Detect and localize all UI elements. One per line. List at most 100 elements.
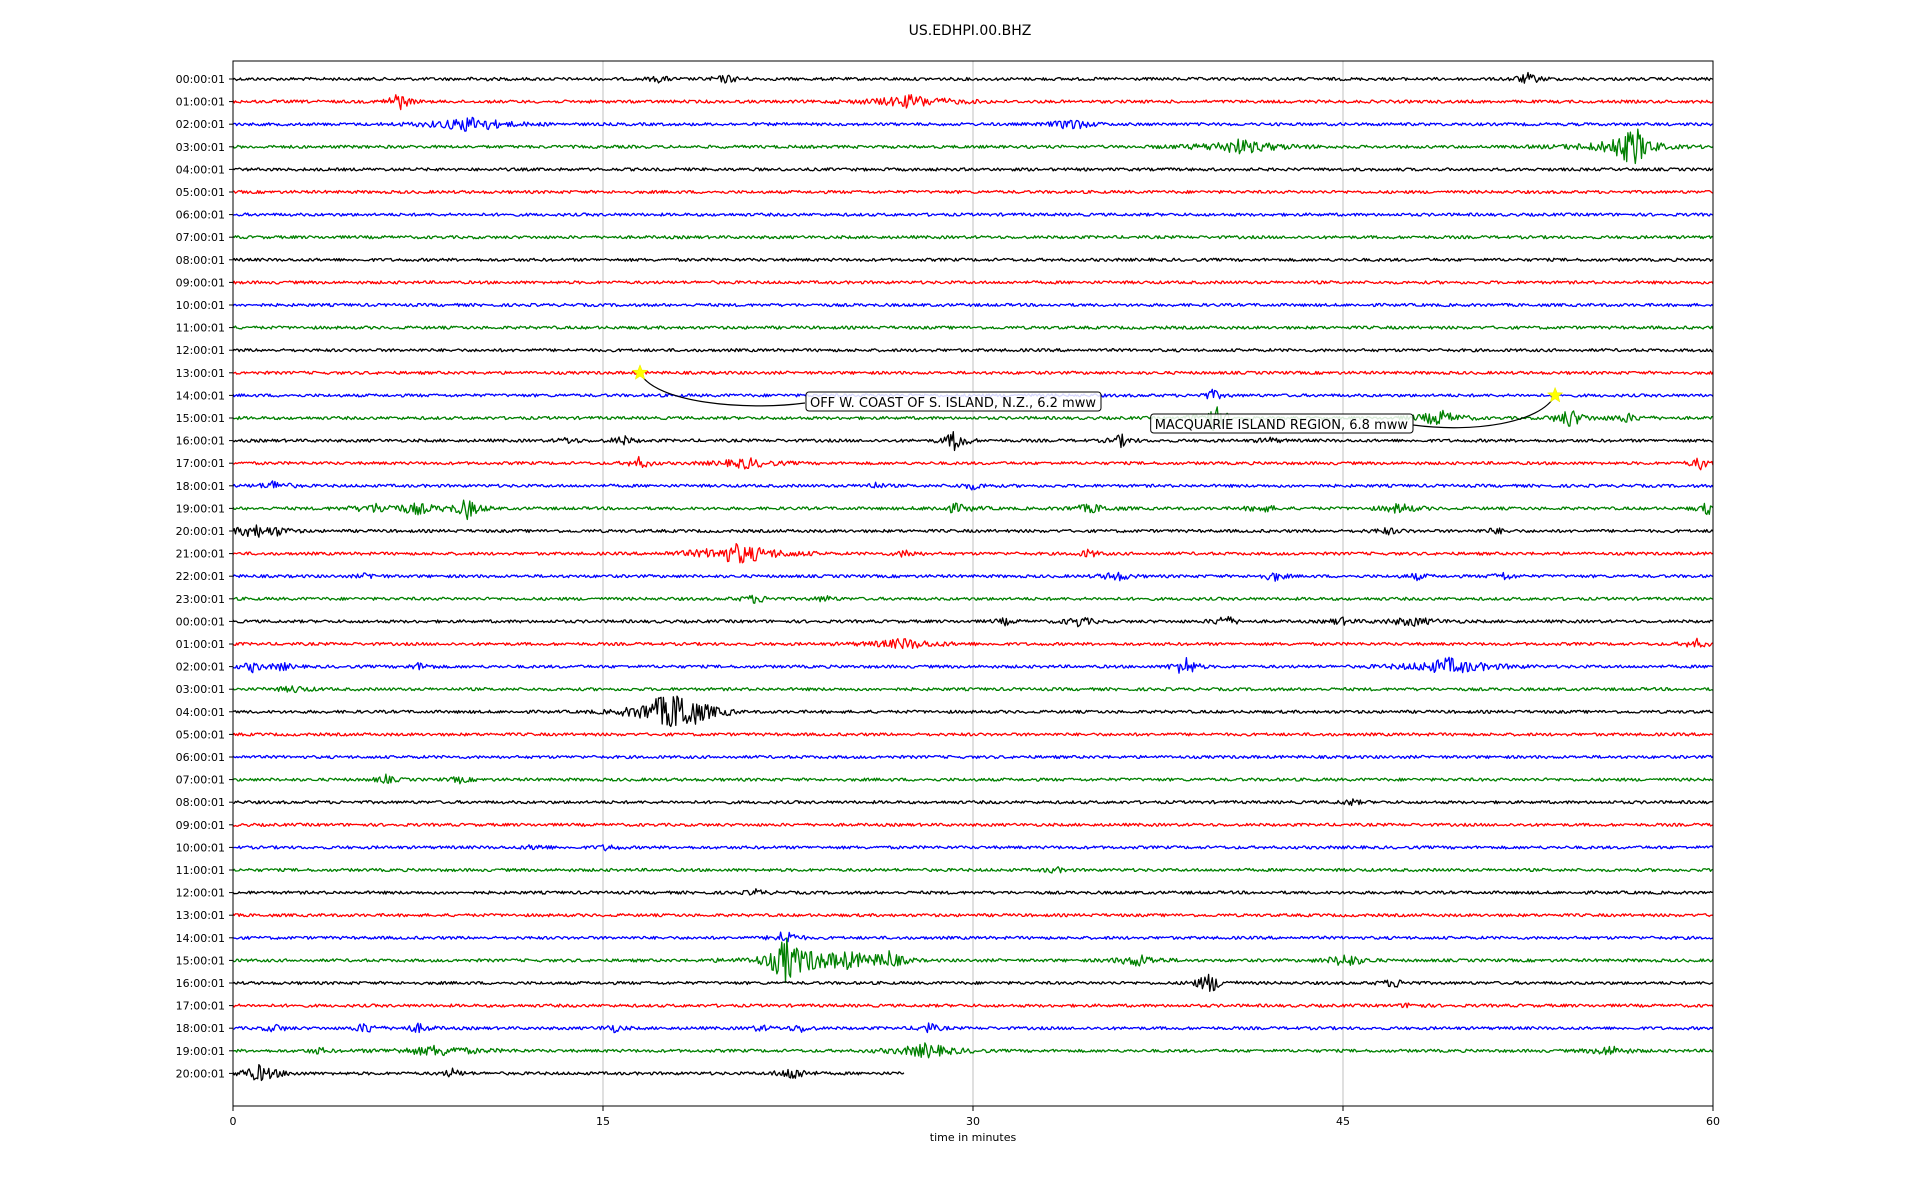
- y-tick-label-14: 14:00:01: [176, 389, 225, 402]
- y-tick-label-9: 09:00:01: [176, 276, 225, 289]
- trace-row-1: [232, 94, 1714, 111]
- trace-row-19: [232, 499, 1714, 521]
- trace-row-25: [232, 637, 1714, 650]
- trace-row-3: [232, 128, 1714, 165]
- y-tick-label-16: 16:00:01: [176, 435, 225, 448]
- y-tick-label-41: 17:00:01: [176, 1000, 225, 1013]
- trace-row-16: [232, 431, 1714, 452]
- row-time-labels: 00:00:01 01:00:01 02:00:01 03:00:01 04:00:01…: [176, 73, 233, 1080]
- y-tick-label-43: 19:00:01: [176, 1045, 225, 1058]
- y-tick-label-30: 06:00:01: [176, 751, 225, 764]
- y-tick-label-33: 09:00:01: [176, 819, 225, 832]
- trace-row-24: [232, 615, 1713, 628]
- y-tick-label-15: 15:00:01: [176, 412, 225, 425]
- grid-lines: [602, 61, 1344, 1106]
- y-tick-label-24: 00:00:01: [176, 615, 225, 628]
- y-tick-label-32: 08:00:01: [176, 796, 225, 809]
- trace-row-35: [232, 866, 1714, 874]
- trace-row-7: [232, 235, 1714, 240]
- y-tick-label-38: 14:00:01: [176, 932, 225, 945]
- trace-row-26: [232, 656, 1714, 674]
- trace-row-34: [232, 844, 1714, 852]
- trace-row-0: [232, 71, 1714, 84]
- x-tick-label-1: 15: [596, 1115, 610, 1128]
- event-star-0: [631, 364, 649, 380]
- event-annotation-0: OFF W. COAST OF S. ISLAND, N.Z., 6.2 mww: [631, 364, 1102, 412]
- trace-row-12: [232, 348, 1714, 353]
- x-axis-label: time in minutes: [930, 1131, 1017, 1144]
- trace-row-33: [232, 822, 1714, 827]
- y-tick-label-3: 03:00:01: [176, 141, 225, 154]
- x-axis: 0 15 30 45 60: [230, 1106, 1720, 1128]
- trace-row-40: [232, 973, 1714, 992]
- trace-row-30: [232, 754, 1714, 760]
- trace-row-5: [232, 189, 1714, 195]
- trace-row-28: [232, 695, 1714, 728]
- y-tick-label-27: 03:00:01: [176, 683, 225, 696]
- trace-row-20: [232, 524, 1714, 538]
- trace-row-37: [232, 913, 1714, 918]
- event-annotations: OFF W. COAST OF S. ISLAND, N.Z., 6.2 mww…: [631, 364, 1564, 434]
- y-tick-label-12: 12:00:01: [176, 344, 225, 357]
- y-tick-label-4: 04:00:01: [176, 163, 225, 176]
- y-tick-label-0: 00:00:01: [176, 73, 225, 86]
- x-tick-label-2: 30: [966, 1115, 980, 1128]
- trace-row-31: [232, 773, 1714, 785]
- y-tick-label-11: 11:00:01: [176, 322, 225, 335]
- trace-row-2: [232, 116, 1714, 132]
- y-tick-label-35: 11:00:01: [176, 864, 225, 877]
- y-tick-label-8: 08:00:01: [176, 254, 225, 267]
- trace-row-23: [232, 594, 1714, 604]
- x-tick-label-0: 0: [230, 1115, 237, 1128]
- trace-row-6: [232, 212, 1714, 217]
- y-tick-label-44: 20:00:01: [176, 1067, 225, 1080]
- x-tick-label-3: 45: [1336, 1115, 1350, 1128]
- trace-row-18: [232, 480, 1714, 491]
- trace-row-11: [232, 325, 1714, 330]
- y-tick-label-26: 02:00:01: [176, 661, 225, 674]
- event-leader-0: [639, 372, 806, 407]
- y-tick-label-2: 02:00:01: [176, 118, 225, 131]
- event-annotation-1: MACQUARIE ISLAND REGION, 6.8 mww: [1150, 386, 1564, 434]
- y-tick-label-36: 12:00:01: [176, 887, 225, 900]
- y-tick-label-31: 07:00:01: [176, 774, 225, 787]
- y-tick-label-21: 21:00:01: [176, 548, 225, 561]
- trace-row-43: [232, 1042, 1714, 1059]
- trace-row-4: [232, 167, 1714, 172]
- event-box-0: [805, 391, 1102, 412]
- event-leader-1: [1412, 395, 1556, 429]
- trace-row-32: [232, 798, 1714, 807]
- y-tick-label-34: 10:00:01: [176, 841, 225, 854]
- trace-row-13: [232, 370, 1714, 375]
- trace-row-8: [232, 257, 1714, 262]
- x-tick-label-4: 60: [1706, 1115, 1720, 1128]
- trace-row-38: [232, 931, 1714, 943]
- trace-row-44: [232, 1063, 905, 1082]
- trace-row-22: [232, 571, 1714, 582]
- trace-row-29: [232, 732, 1714, 737]
- trace-row-9: [232, 280, 1714, 285]
- y-tick-label-18: 18:00:01: [176, 480, 225, 493]
- y-tick-label-42: 18:00:01: [176, 1022, 225, 1035]
- trace-row-27: [232, 685, 1714, 694]
- y-tick-label-37: 13:00:01: [176, 909, 225, 922]
- event-label-1: MACQUARIE ISLAND REGION, 6.8 mww: [1155, 418, 1409, 433]
- y-tick-label-28: 04:00:01: [176, 706, 225, 719]
- event-star-1: [1546, 386, 1564, 403]
- trace-rows: [232, 71, 1714, 1082]
- y-tick-label-29: 05:00:01: [176, 728, 225, 741]
- y-tick-label-20: 20:00:01: [176, 525, 225, 538]
- y-tick-label-1: 01:00:01: [176, 96, 225, 109]
- trace-row-17: [232, 455, 1714, 471]
- y-tick-label-25: 01:00:01: [176, 638, 225, 651]
- event-box-1: [1150, 413, 1414, 434]
- y-tick-label-7: 07:00:01: [176, 231, 225, 244]
- chart-title: US.EDHPI.00.BHZ: [909, 23, 1032, 39]
- trace-row-15: [232, 406, 1714, 432]
- trace-row-21: [232, 543, 1714, 564]
- y-tick-label-22: 22:00:01: [176, 570, 225, 583]
- y-tick-label-10: 10:00:01: [176, 299, 225, 312]
- trace-row-39: [232, 937, 1714, 984]
- y-tick-label-13: 13:00:01: [176, 367, 225, 380]
